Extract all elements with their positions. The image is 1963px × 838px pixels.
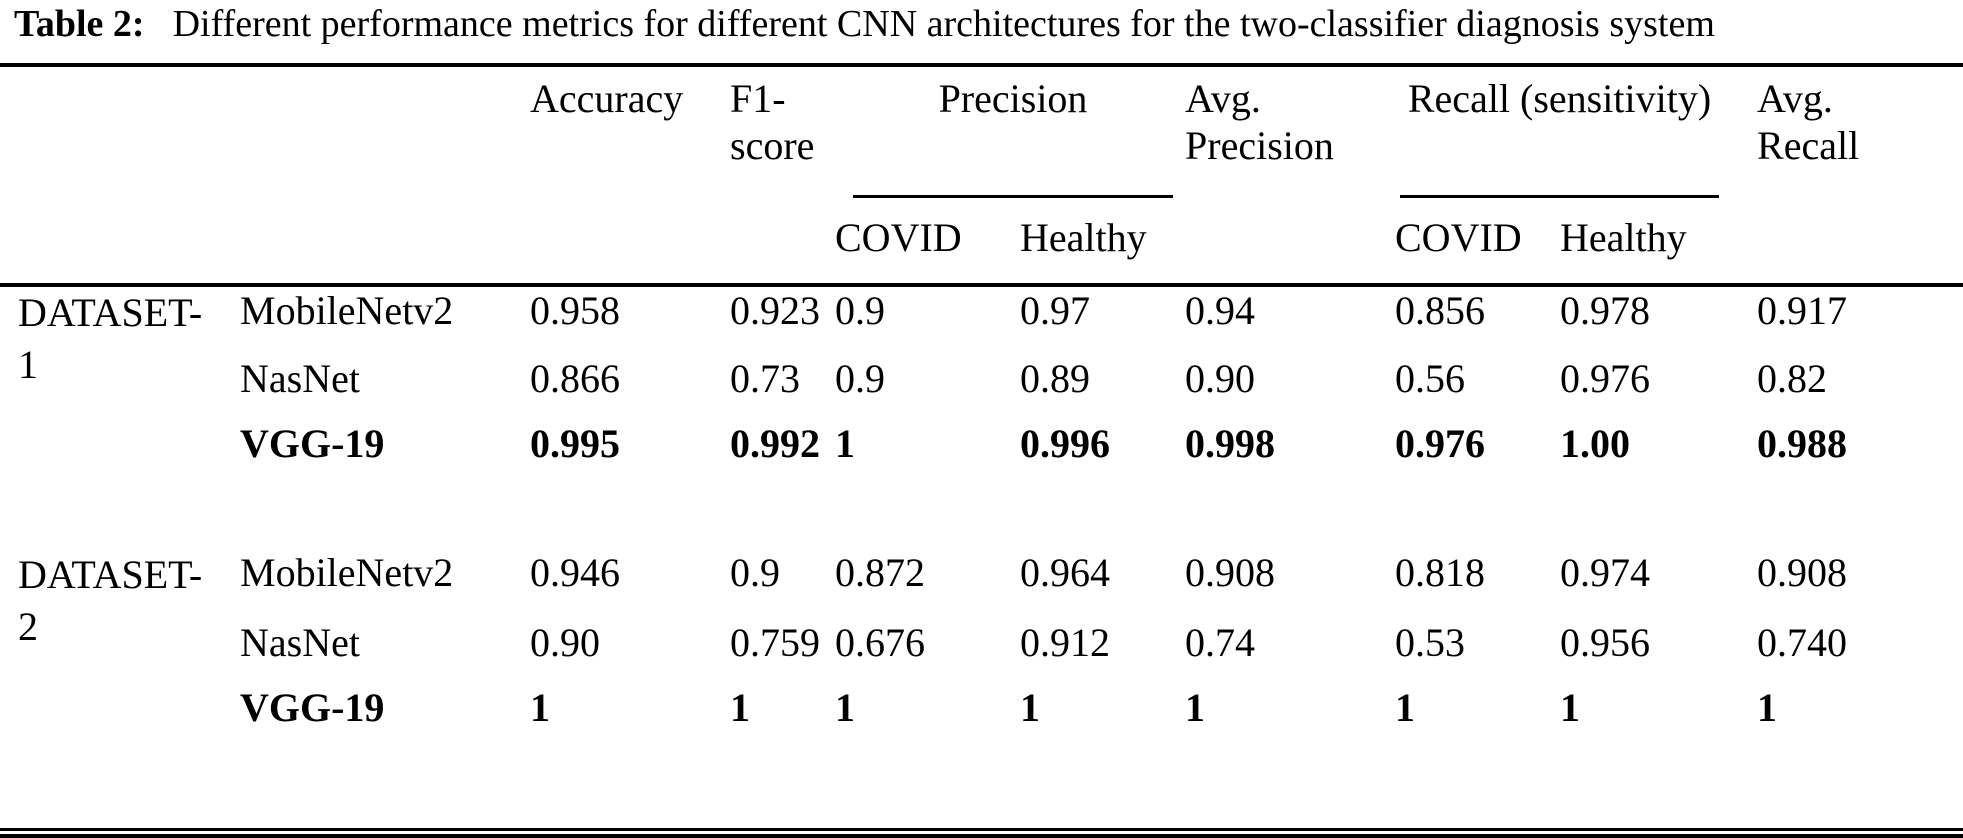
metric-cell: 0.759 — [730, 620, 820, 665]
metric-cell: 0.866 — [530, 356, 620, 401]
metric-cell: 0.856 — [1395, 288, 1485, 333]
subheader-recall-healthy: Healthy — [1560, 198, 1758, 287]
header-row-subcolumns: COVID Healthy COVID Healthy — [0, 198, 1963, 287]
metric-cell: 0.90 — [1185, 356, 1255, 401]
metric-cell: 0.740 — [1757, 620, 1848, 665]
metric-cell: 1 — [835, 421, 855, 466]
metric-cell: 0.9 — [835, 356, 885, 401]
header-precision-group: Precision — [835, 65, 1185, 198]
metric-cell: 0.74 — [1185, 620, 1255, 665]
metric-cell: 0.818 — [1395, 550, 1485, 595]
precision-group-underline — [853, 195, 1173, 198]
metric-cell: 0.53 — [1395, 620, 1465, 665]
empty-header-dataset — [0, 65, 240, 198]
header-row-groups: Accuracy F1-score Precision Avg. Precisi… — [0, 65, 1963, 198]
bottom-rule-thin — [0, 828, 1963, 831]
header-avg-recall: Avg. Recall — [1757, 76, 1860, 169]
subheader-precision-healthy: Healthy — [1020, 198, 1185, 287]
metric-cell: 0.998 — [1185, 421, 1275, 466]
table-caption: Table 2: Different performance metrics fo… — [14, 2, 1715, 48]
header-recall-group: Recall (sensitivity) — [1395, 65, 1757, 198]
table-caption-label: Table 2: — [14, 3, 145, 45]
metric-cell: 0.912 — [1020, 620, 1110, 665]
metric-cell: 0.908 — [1757, 550, 1848, 595]
header-accuracy: Accuracy — [530, 76, 684, 121]
table-row: DATASET-2 MobileNetv2 0.946 0.9 0.872 0.… — [0, 549, 1963, 649]
model-cell: NasNet — [240, 620, 360, 665]
model-cell: VGG-19 — [240, 421, 385, 466]
metric-cell: 1 — [1757, 685, 1778, 730]
bottom-rule-thick — [0, 834, 1963, 838]
metric-cell: 1.00 — [1560, 421, 1630, 466]
metric-cell: 0.946 — [530, 550, 620, 595]
subheader-recall-covid: COVID — [1395, 198, 1560, 287]
metric-cell: 0.872 — [835, 550, 925, 595]
subheader-precision-covid: COVID — [835, 198, 1020, 287]
metric-cell: 0.978 — [1560, 288, 1650, 333]
header-avg-precision: Avg. Precision — [1185, 76, 1334, 169]
header-f1-score: F1-score — [730, 76, 815, 169]
metrics-table: Accuracy F1-score Precision Avg. Precisi… — [0, 63, 1963, 749]
metric-cell: 0.676 — [835, 620, 925, 665]
table-row: VGG-19 0.995 0.992 1 0.996 0.998 0.976 1… — [0, 420, 1963, 485]
model-cell: VGG-19 — [240, 685, 385, 730]
metric-cell: 0.976 — [1560, 356, 1650, 401]
metric-cell: 0.73 — [730, 356, 800, 401]
metric-cell: 1 — [1020, 685, 1040, 730]
metric-cell: 0.56 — [1395, 356, 1465, 401]
empty-subheader — [530, 198, 730, 287]
recall-group-label: Recall (sensitivity) — [1407, 76, 1712, 121]
metric-cell: 0.956 — [1560, 620, 1650, 665]
metric-cell: 0.97 — [1020, 288, 1090, 333]
metric-cell: 0.90 — [530, 620, 600, 665]
dataset-cell: DATASET-2 — [18, 552, 203, 649]
metric-cell: 0.995 — [530, 421, 620, 466]
table-caption-text: Different performance metrics for differ… — [172, 3, 1715, 45]
table-row: DATASET-1 MobileNetv2 0.958 0.923 0.9 0.… — [0, 285, 1963, 387]
metric-cell: 0.82 — [1757, 356, 1828, 401]
metric-cell: 0.958 — [530, 288, 620, 333]
metric-cell: 1 — [730, 685, 750, 730]
metric-cell: 1 — [1560, 685, 1580, 730]
empty-header-model — [240, 65, 530, 198]
metric-cell: 0.9 — [835, 288, 885, 333]
empty-subheader — [0, 198, 240, 287]
metric-cell: 0.9 — [730, 550, 780, 595]
empty-subheader — [1185, 198, 1395, 287]
section-gap — [0, 485, 1963, 549]
metric-cell: 0.923 — [730, 288, 820, 333]
metric-cell: 0.89 — [1020, 356, 1090, 401]
model-cell: NasNet — [240, 356, 360, 401]
table-row: NasNet 0.90 0.759 0.676 0.912 0.74 0.53 … — [0, 619, 1963, 684]
metric-cell: 0.996 — [1020, 421, 1110, 466]
metric-cell: 0.908 — [1185, 550, 1275, 595]
metric-cell: 1 — [835, 685, 855, 730]
section-gap-cell — [0, 485, 1963, 549]
table-row: NasNet 0.866 0.73 0.9 0.89 0.90 0.56 0.9… — [0, 355, 1963, 420]
empty-subheader — [240, 198, 530, 287]
metric-cell: 1 — [1185, 685, 1205, 730]
metric-cell: 0.992 — [730, 421, 820, 466]
model-cell: MobileNetv2 — [240, 550, 454, 595]
metric-cell: 1 — [1395, 685, 1415, 730]
recall-group-underline — [1400, 195, 1720, 198]
metric-cell: 0.964 — [1020, 550, 1110, 595]
metric-cell: 0.94 — [1185, 288, 1255, 333]
empty-subheader — [730, 198, 835, 287]
precision-group-label: Precision — [938, 76, 1088, 121]
empty-subheader — [1757, 198, 1963, 287]
dataset-cell: DATASET-1 — [18, 290, 203, 387]
table-row: VGG-19 1 1 1 1 1 1 1 1 — [0, 684, 1963, 749]
model-cell: MobileNetv2 — [240, 288, 454, 333]
metric-cell: 0.988 — [1757, 421, 1848, 466]
metric-cell: 1 — [530, 685, 550, 730]
metric-cell: 0.974 — [1560, 550, 1650, 595]
metric-cell: 0.976 — [1395, 421, 1485, 466]
metric-cell: 0.917 — [1757, 288, 1848, 333]
